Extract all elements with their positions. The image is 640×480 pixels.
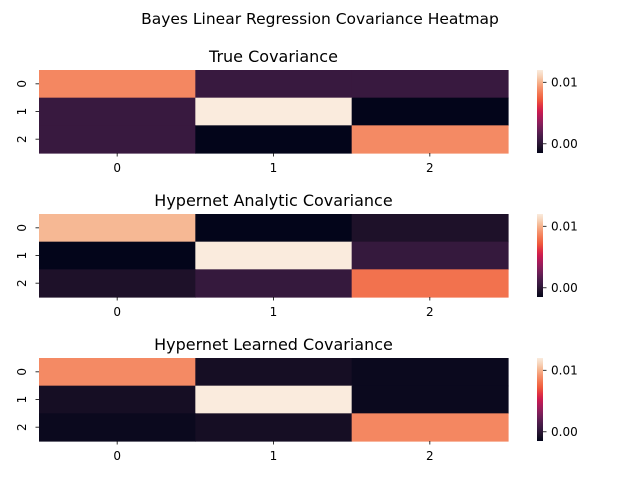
heatmap-cell	[351, 241, 509, 270]
colorbar-tick-label: 0.01	[551, 75, 578, 89]
heatmap-cell	[351, 358, 509, 387]
x-tick-label: 1	[270, 449, 278, 463]
heatmap-cell	[39, 269, 196, 298]
heatmap-cell	[39, 125, 196, 154]
heatmap-cell	[39, 70, 196, 99]
heatmap-cell	[39, 97, 196, 126]
figure-suptitle: Bayes Linear Regression Covariance Heatm…	[141, 10, 499, 28]
panel-title: True Covariance	[208, 47, 338, 66]
x-tick-label: 0	[113, 161, 121, 175]
heatmap-cell	[195, 385, 353, 414]
y-tick-label: 0	[15, 368, 29, 376]
heatmap-cell	[195, 358, 353, 387]
colorbar-tick-label: 0.01	[551, 363, 578, 377]
heatmap-panel-2: Hypernet Learned Covariance 0 1 2 0 1 2 0.00 0.0…	[15, 335, 578, 463]
y-tick-label: 2	[15, 135, 29, 143]
y-tick-label: 1	[15, 108, 29, 116]
x-tick-label: 1	[270, 305, 278, 319]
colorbar-tick-label: 0.01	[551, 219, 578, 233]
y-tick-label: 1	[15, 396, 29, 404]
colorbar-tick-label: 0.00	[551, 137, 578, 151]
heatmap-cell	[351, 70, 509, 99]
heatmap-cell	[195, 125, 353, 154]
heatmap-cell	[39, 241, 196, 270]
colorbar	[537, 358, 543, 442]
heatmap-cell	[39, 358, 196, 387]
colorbar	[537, 70, 543, 154]
heatmap-cell	[195, 214, 353, 243]
colorbar	[537, 214, 543, 298]
heatmap-cell	[39, 413, 196, 442]
heatmap-cell	[351, 125, 509, 154]
heatmap-cell	[351, 214, 509, 243]
x-tick-label: 2	[426, 305, 434, 319]
y-tick-label: 0	[15, 224, 29, 232]
colorbar-tick-label: 0.00	[551, 281, 578, 295]
y-tick-label: 2	[15, 279, 29, 287]
heatmap-cell	[351, 385, 509, 414]
heatmap-cell	[351, 413, 509, 442]
y-tick-label: 2	[15, 423, 29, 431]
heatmap-panel-1: Hypernet Analytic Covariance 0 1 2 0 1 2 0.00 0.…	[15, 191, 578, 319]
x-tick-label: 2	[426, 449, 434, 463]
y-tick-label: 0	[15, 80, 29, 88]
panel-title: Hypernet Learned Covariance	[154, 335, 393, 354]
x-tick-label: 2	[426, 161, 434, 175]
panel-title: Hypernet Analytic Covariance	[154, 191, 392, 210]
y-tick-label: 1	[15, 252, 29, 260]
x-tick-label: 1	[270, 161, 278, 175]
heatmap-cell	[195, 97, 353, 126]
x-tick-label: 0	[113, 305, 121, 319]
heatmap-cell	[39, 385, 196, 414]
heatmap-cell	[351, 269, 509, 298]
heatmap-panel-0: True Covariance 0 1 2 0 1 2 0.00 0.01	[15, 47, 578, 175]
heatmap-cell	[195, 70, 353, 99]
x-tick-label: 0	[113, 449, 121, 463]
heatmap-cell	[39, 214, 196, 243]
heatmap-cell	[195, 241, 353, 270]
heatmap-cell	[351, 97, 509, 126]
heatmap-cell	[195, 413, 353, 442]
heatmap-cell	[195, 269, 353, 298]
colorbar-tick-label: 0.00	[551, 425, 578, 439]
